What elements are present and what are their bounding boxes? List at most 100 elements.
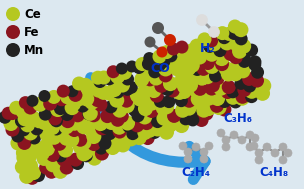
Circle shape <box>200 148 208 156</box>
Circle shape <box>58 143 73 158</box>
Text: H₂: H₂ <box>200 42 216 54</box>
Circle shape <box>244 84 259 99</box>
Circle shape <box>217 102 231 116</box>
Circle shape <box>111 85 124 98</box>
Circle shape <box>111 113 125 127</box>
Circle shape <box>221 67 236 81</box>
Circle shape <box>157 46 168 57</box>
Circle shape <box>192 50 207 65</box>
Circle shape <box>136 86 151 101</box>
Circle shape <box>78 145 94 160</box>
Circle shape <box>154 79 168 93</box>
Circle shape <box>21 145 36 160</box>
Circle shape <box>250 74 264 88</box>
Circle shape <box>192 95 207 110</box>
Circle shape <box>242 72 256 86</box>
Circle shape <box>81 82 96 97</box>
Circle shape <box>54 102 67 115</box>
Circle shape <box>112 133 127 148</box>
Circle shape <box>196 62 210 76</box>
Circle shape <box>231 57 246 73</box>
Circle shape <box>133 61 145 74</box>
Circle shape <box>142 57 155 70</box>
Circle shape <box>66 96 81 111</box>
Circle shape <box>209 26 219 37</box>
Circle shape <box>152 22 164 34</box>
Circle shape <box>184 155 192 163</box>
Circle shape <box>43 97 57 111</box>
Circle shape <box>137 109 152 125</box>
Circle shape <box>210 99 224 113</box>
Circle shape <box>36 151 52 166</box>
Circle shape <box>228 19 242 33</box>
Circle shape <box>32 113 47 128</box>
Circle shape <box>126 127 139 140</box>
Circle shape <box>158 61 173 77</box>
Circle shape <box>76 146 91 161</box>
Circle shape <box>28 132 41 145</box>
Circle shape <box>271 149 279 157</box>
Circle shape <box>154 95 167 108</box>
Circle shape <box>32 169 45 182</box>
Circle shape <box>125 81 138 94</box>
Circle shape <box>170 61 185 76</box>
Circle shape <box>179 112 192 125</box>
Circle shape <box>219 35 234 50</box>
Circle shape <box>85 95 99 110</box>
Circle shape <box>191 63 204 76</box>
Circle shape <box>196 15 208 26</box>
Circle shape <box>161 83 174 96</box>
Text: C₄H₈: C₄H₈ <box>259 166 288 178</box>
Circle shape <box>222 80 236 94</box>
Circle shape <box>26 95 39 107</box>
Circle shape <box>246 143 254 151</box>
Circle shape <box>20 117 35 132</box>
Circle shape <box>147 83 161 98</box>
Circle shape <box>222 143 230 151</box>
Circle shape <box>165 115 181 130</box>
Circle shape <box>39 90 50 102</box>
Circle shape <box>26 111 41 126</box>
Circle shape <box>163 118 178 132</box>
Circle shape <box>112 120 127 135</box>
Circle shape <box>120 98 135 113</box>
Circle shape <box>76 119 91 134</box>
Circle shape <box>37 115 52 130</box>
Circle shape <box>243 80 256 93</box>
Circle shape <box>16 104 31 119</box>
Circle shape <box>45 157 60 172</box>
Circle shape <box>9 101 23 115</box>
Circle shape <box>238 52 250 65</box>
Circle shape <box>77 135 92 150</box>
Circle shape <box>248 55 261 68</box>
Circle shape <box>181 61 196 76</box>
Circle shape <box>176 53 191 68</box>
Circle shape <box>23 158 38 173</box>
Circle shape <box>166 84 180 98</box>
Circle shape <box>175 41 188 53</box>
Circle shape <box>91 71 105 85</box>
Circle shape <box>235 32 248 45</box>
Circle shape <box>189 83 204 98</box>
Circle shape <box>23 101 37 115</box>
Circle shape <box>5 123 19 137</box>
Circle shape <box>43 125 58 140</box>
Circle shape <box>50 122 63 136</box>
Circle shape <box>6 43 20 57</box>
Circle shape <box>167 43 180 56</box>
Circle shape <box>87 137 101 151</box>
Circle shape <box>112 103 127 118</box>
Circle shape <box>87 151 102 166</box>
Circle shape <box>185 58 200 73</box>
Circle shape <box>238 136 246 144</box>
Circle shape <box>83 122 98 137</box>
Circle shape <box>107 65 120 78</box>
Circle shape <box>109 93 124 108</box>
Circle shape <box>142 123 157 138</box>
Circle shape <box>172 85 187 100</box>
Circle shape <box>120 115 135 131</box>
Circle shape <box>164 34 176 46</box>
Circle shape <box>198 32 212 46</box>
Circle shape <box>235 63 250 78</box>
Circle shape <box>130 118 144 132</box>
